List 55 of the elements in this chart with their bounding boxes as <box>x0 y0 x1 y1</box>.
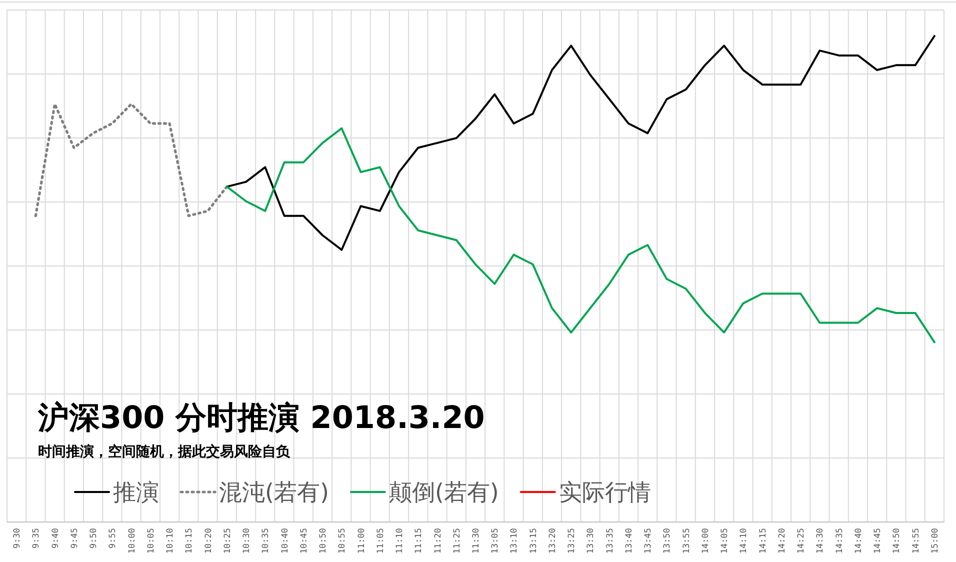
x-tick-label: 14:25 <box>796 528 807 554</box>
x-tick-label: 13:50 <box>662 528 673 554</box>
x-tick-label: 10:25 <box>222 528 233 554</box>
x-tick-label: 10:50 <box>318 528 329 554</box>
x-tick-label: 9:55 <box>108 528 118 548</box>
text: 沪深300 分时推演 2018.3.20 <box>37 400 485 436</box>
x-tick-label: 13:45 <box>644 528 654 554</box>
x-tick-label: 13:35 <box>605 528 616 554</box>
x-tick-label: 13:55 <box>682 528 692 554</box>
x-tick-label: 10:55 <box>338 528 348 554</box>
x-tick-label: 13:20 <box>548 528 558 554</box>
x-tick-label: 10:30 <box>242 528 252 554</box>
x-tick-label: 14:50 <box>892 528 902 554</box>
x-tick-label: 13:40 <box>624 528 634 554</box>
x-tick-label: 15:00 <box>930 528 940 554</box>
legend-label: 实际行情 <box>558 480 651 506</box>
x-tick-label: 13:05 <box>490 528 501 554</box>
x-tick-label: 11:15 <box>414 528 424 554</box>
x-tick-label: 10:10 <box>166 528 176 554</box>
x-tick-label: 14:20 <box>777 528 788 554</box>
x-tick-label: 13:25 <box>567 528 578 554</box>
legend-label: 混沌(若有) <box>219 480 329 506</box>
x-tick-label: 14:15 <box>758 528 768 554</box>
x-tick-label: 10:15 <box>184 528 195 554</box>
x-tick-label: 14:55 <box>911 528 922 554</box>
x-tick-label: 9:50 <box>89 528 100 548</box>
x-tick-label: 10:20 <box>204 528 214 554</box>
x-tick-label: 9:30 <box>12 528 23 548</box>
x-tick-label: 14:05 <box>720 528 730 554</box>
x-tick-label: 13:10 <box>510 528 520 554</box>
x-tick-label: 14:40 <box>854 528 864 554</box>
x-tick-label: 10:45 <box>299 528 310 554</box>
legend-label: 推演 <box>113 480 159 506</box>
x-tick-label: 10:40 <box>280 528 290 554</box>
x-tick-label: 13:15 <box>528 528 539 554</box>
x-tick-label: 9:35 <box>32 528 42 548</box>
x-tick-label: 14:00 <box>700 528 711 554</box>
x-tick-label: 11:05 <box>376 528 386 554</box>
x-tick-label: 10:05 <box>146 528 156 554</box>
x-tick-label: 13:30 <box>586 528 596 554</box>
x-tick-label: 11:20 <box>433 528 444 554</box>
x-tick-label: 11:30 <box>472 528 482 554</box>
x-tick-label: 14:10 <box>739 528 750 554</box>
x-tick-label: 11:10 <box>395 528 406 554</box>
x-tick-label: 9:45 <box>70 528 80 548</box>
x-tick-label: 11:00 <box>356 528 367 554</box>
x-tick-label: 9:40 <box>50 528 61 548</box>
x-tick-label: 14:35 <box>834 528 845 554</box>
x-tick-label: 10:35 <box>261 528 272 554</box>
text: 时间推演，空间随机，据此交易风险自负 <box>38 443 291 460</box>
legend-label: 颠倒(若有) <box>388 480 499 506</box>
x-tick-label: 14:30 <box>816 528 826 554</box>
x-tick-label: 11:25 <box>452 528 462 554</box>
x-tick-label: 14:45 <box>873 528 884 554</box>
x-tick-label: 10:00 <box>127 528 138 554</box>
